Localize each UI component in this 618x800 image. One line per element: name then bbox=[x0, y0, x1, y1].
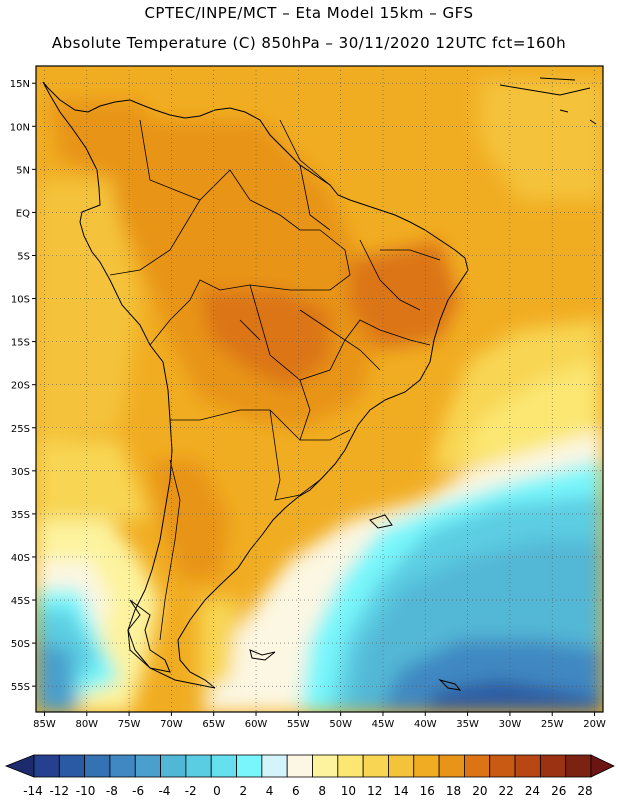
colorbar-over-triangle bbox=[590, 754, 615, 778]
colorbar-label: -10 bbox=[76, 784, 96, 798]
lat-label: 15N bbox=[10, 79, 30, 90]
longitude-labels: 85W 80W 75W 70W 65W 60W 55W 50W 45W 40W 35W 30W 25W 2… bbox=[33, 719, 606, 730]
lon-label: 70W bbox=[160, 719, 183, 730]
colorbar-label: -2 bbox=[185, 784, 197, 798]
colorbar-swatch bbox=[413, 754, 440, 778]
colorbar-label: 6 bbox=[292, 784, 300, 798]
lat-label: 10S bbox=[11, 295, 30, 306]
lon-label: 80W bbox=[75, 719, 98, 730]
colorbar-swatch bbox=[388, 754, 415, 778]
lat-label: 5S bbox=[17, 251, 30, 262]
colorbar-label: 4 bbox=[266, 784, 274, 798]
lat-label: 55S bbox=[11, 682, 30, 693]
colorbar-swatch bbox=[236, 754, 263, 778]
lat-label: 45S bbox=[11, 596, 30, 607]
colorbar-label: 16 bbox=[420, 784, 435, 798]
colorbar-label: 0 bbox=[213, 784, 221, 798]
colorbar-label: 28 bbox=[577, 784, 592, 798]
colorbar-label: -8 bbox=[106, 784, 118, 798]
lat-label: 15S bbox=[11, 338, 30, 349]
colorbar-swatch bbox=[160, 754, 187, 778]
colorbar-label: 10 bbox=[341, 784, 356, 798]
colorbar-label: -14 bbox=[23, 784, 43, 798]
colorbar-swatch bbox=[84, 754, 111, 778]
colorbar-label: 2 bbox=[239, 784, 247, 798]
graticule bbox=[32, 66, 603, 716]
lon-label: 45W bbox=[372, 719, 395, 730]
colorbar-label: 14 bbox=[393, 784, 408, 798]
lon-label: 75W bbox=[118, 719, 141, 730]
lon-label: 30W bbox=[499, 719, 522, 730]
lon-label: 20W bbox=[583, 719, 606, 730]
colorbar-label: 12 bbox=[367, 784, 382, 798]
colorbar-labels: -14 -12 -10 -8 -6 -4 -2 0 2 4 6 8 10 12 14 16 18 20 22 24 26… bbox=[23, 784, 592, 798]
colorbar-swatch bbox=[185, 754, 212, 778]
colorbar-label: 26 bbox=[551, 784, 566, 798]
lat-label: 5N bbox=[16, 165, 30, 176]
colorbar-swatch bbox=[362, 754, 389, 778]
lon-label: 50W bbox=[329, 719, 352, 730]
temperature-field bbox=[36, 66, 603, 712]
colorbar-swatch bbox=[58, 754, 86, 778]
colorbar-swatch bbox=[337, 754, 364, 778]
lon-label: 65W bbox=[202, 719, 225, 730]
colorbar bbox=[4, 754, 615, 778]
lon-label: 35W bbox=[456, 719, 479, 730]
colorbar-swatch bbox=[109, 754, 136, 778]
lat-label: 35S bbox=[11, 510, 30, 521]
coastlines bbox=[42, 77, 597, 691]
lat-label: 20S bbox=[11, 381, 30, 392]
map-title: CPTEC/INPE/MCT – Eta Model 15km – GFS bbox=[144, 4, 474, 22]
map-subtitle: Absolute Temperature (C) 850hPa – 30/11/… bbox=[51, 34, 567, 52]
latitude-labels: 15N 10N 5N EQ 5S 10S 15S 20S 25S 30S 35S 40S 45S 50S 5… bbox=[10, 79, 30, 693]
lat-label: EQ bbox=[16, 208, 30, 219]
colorbar-label: -4 bbox=[158, 784, 170, 798]
colorbar-swatch bbox=[312, 754, 339, 778]
colorbar-swatch bbox=[33, 754, 60, 778]
colorbar-swatch bbox=[489, 754, 516, 778]
lat-label: 10N bbox=[10, 122, 30, 133]
lon-label: 85W bbox=[33, 719, 56, 730]
colorbar-swatch bbox=[261, 754, 288, 778]
colorbar-swatch bbox=[514, 754, 541, 778]
colorbar-swatch bbox=[210, 754, 237, 778]
lon-label: 40W bbox=[414, 719, 437, 730]
colorbar-swatch bbox=[286, 754, 313, 778]
colorbar-swatch bbox=[134, 754, 161, 778]
colorbar-label: 18 bbox=[446, 784, 461, 798]
colorbar-swatch bbox=[438, 754, 465, 778]
colorbar-under-triangle bbox=[4, 754, 35, 778]
colorbar-label: 22 bbox=[499, 784, 514, 798]
colorbar-swatch bbox=[464, 754, 491, 778]
colorbar-swatch bbox=[539, 754, 567, 778]
lon-label: 25W bbox=[541, 719, 564, 730]
colorbar-label: -12 bbox=[49, 784, 69, 798]
colorbar-label: -6 bbox=[132, 784, 144, 798]
lat-label: 50S bbox=[11, 639, 30, 650]
colorbar-label: 24 bbox=[525, 784, 540, 798]
colorbar-label: 8 bbox=[318, 784, 326, 798]
lat-label: 25S bbox=[11, 424, 30, 435]
map-frame bbox=[35, 65, 604, 713]
lon-label: 55W bbox=[287, 719, 310, 730]
lon-label: 60W bbox=[245, 719, 268, 730]
lat-label: 40S bbox=[11, 553, 30, 564]
colorbar-label: 20 bbox=[472, 784, 487, 798]
lat-label: 30S bbox=[11, 467, 30, 478]
colorbar-swatch bbox=[565, 754, 592, 778]
country-borders bbox=[109, 119, 441, 641]
